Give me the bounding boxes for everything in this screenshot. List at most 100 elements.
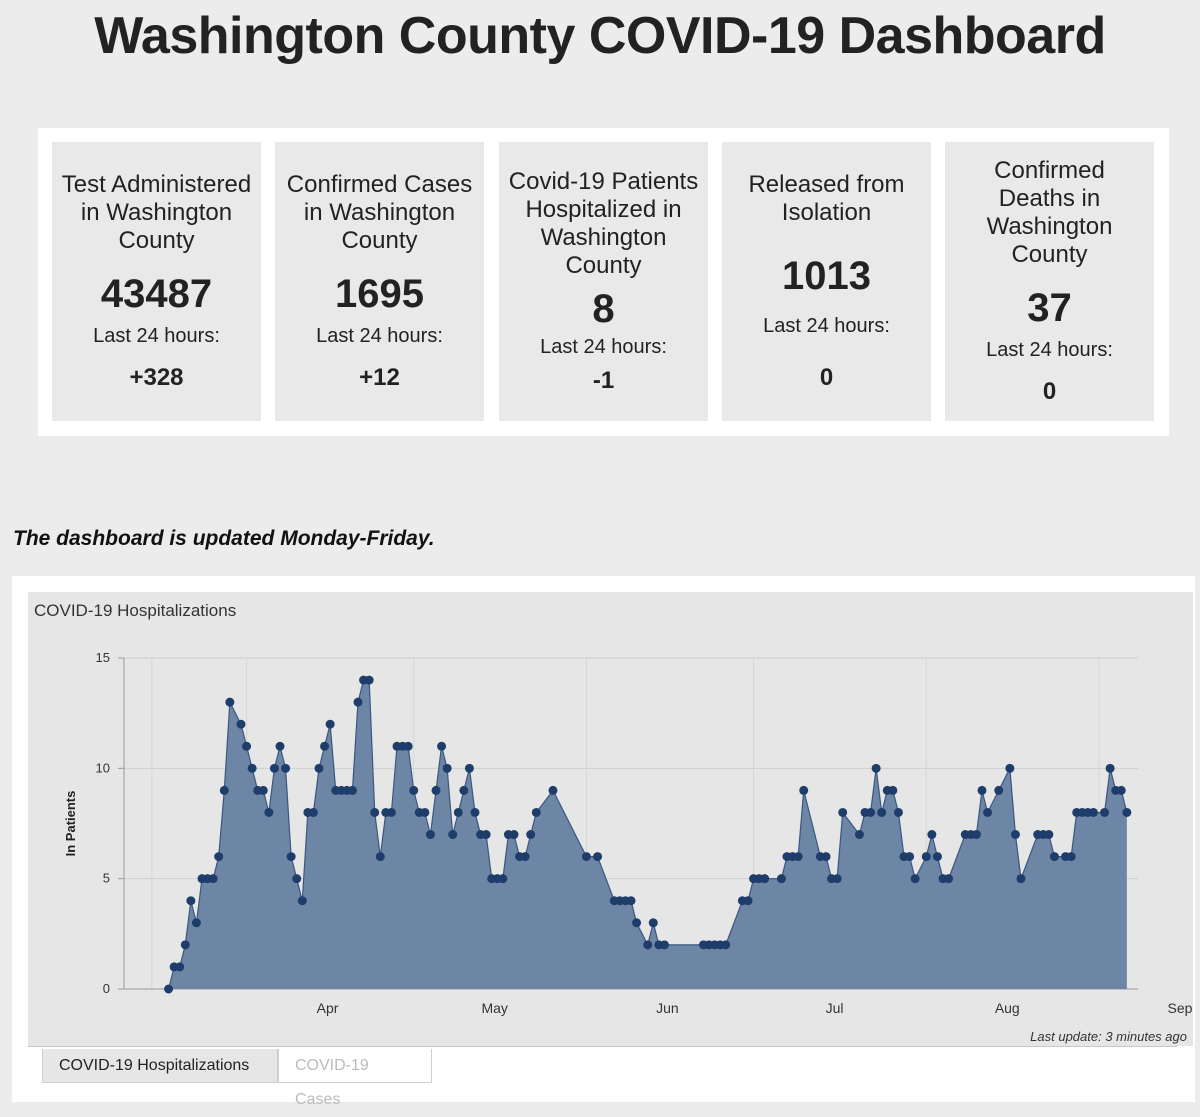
data-point <box>236 719 246 729</box>
x-tick-label: Apr <box>317 1000 339 1016</box>
tab-hospitalizations[interactable]: COVID-19 Hospitalizations <box>42 1049 278 1083</box>
page-title: Washington County COVID-19 Dashboard <box>94 7 1106 65</box>
stat-card-hospitalized: Covid-19 Patients Hospitalized in Washin… <box>499 142 708 421</box>
data-point <box>1016 874 1026 884</box>
stat-last24-label: Last 24 hours: <box>986 339 1113 361</box>
data-point <box>347 785 357 795</box>
data-point <box>297 896 307 906</box>
stat-card-cases: Confirmed Cases in Washington County 169… <box>275 142 484 421</box>
stat-last24-label: Last 24 hours: <box>93 325 220 347</box>
data-point <box>593 852 603 862</box>
data-point <box>175 962 185 972</box>
data-point <box>375 852 385 862</box>
data-point <box>721 940 731 950</box>
x-tick-label: Jun <box>656 1000 679 1016</box>
data-point <box>459 785 469 795</box>
x-tick-label: Sep <box>1168 1000 1193 1016</box>
data-point <box>871 763 881 773</box>
data-point <box>776 874 786 884</box>
x-tick-label: Jul <box>826 1000 844 1016</box>
data-point <box>1100 807 1110 817</box>
data-point <box>320 741 330 751</box>
stat-value: 1695 <box>335 272 424 316</box>
data-point <box>453 807 463 817</box>
data-point <box>910 874 920 884</box>
stat-card-tests: Test Administered in Washington County 4… <box>52 142 261 421</box>
data-point <box>208 874 218 884</box>
stat-label: Test Administered in Washington County <box>61 171 252 254</box>
y-tick-label: 10 <box>96 760 110 775</box>
data-point <box>481 830 491 840</box>
data-point <box>1105 763 1115 773</box>
data-point <box>509 830 519 840</box>
stat-last24-label: Last 24 hours: <box>540 336 667 358</box>
data-point <box>581 852 591 862</box>
data-point <box>648 918 658 928</box>
data-point <box>877 807 887 817</box>
data-point <box>214 852 224 862</box>
data-point <box>838 807 848 817</box>
data-point <box>314 763 324 773</box>
stat-card-deaths: Confirmed Deaths in Washington County 37… <box>945 142 1154 421</box>
stat-value: 37 <box>1027 286 1072 330</box>
chart-title: COVID-19 Hospitalizations <box>34 601 237 620</box>
data-point <box>531 807 541 817</box>
data-point <box>264 807 274 817</box>
data-point <box>1010 830 1020 840</box>
data-point <box>866 807 876 817</box>
data-point <box>431 785 441 795</box>
tab-cases[interactable]: COVID-19 Cases <box>278 1049 432 1108</box>
data-point <box>308 807 318 817</box>
data-point <box>821 852 831 862</box>
data-point <box>275 741 285 751</box>
data-point <box>448 830 458 840</box>
data-point <box>386 807 396 817</box>
data-point <box>364 675 374 685</box>
stat-label: Confirmed Deaths in Washington County <box>986 157 1113 268</box>
data-point <box>1122 807 1132 817</box>
data-point <box>180 940 190 950</box>
data-point <box>1088 807 1098 817</box>
stat-last24-value: +328 <box>129 364 184 391</box>
data-point <box>1116 785 1126 795</box>
data-point <box>905 852 915 862</box>
data-point <box>994 785 1004 795</box>
stat-last24-label: Last 24 hours: <box>763 315 890 337</box>
y-tick-label: 0 <box>103 981 110 996</box>
series-area <box>168 680 1127 989</box>
chart-tab-bar: COVID-19 Hospitalizations COVID-19 Cases <box>28 1046 1177 1108</box>
data-point <box>420 807 430 817</box>
data-point <box>370 807 380 817</box>
data-point <box>464 763 474 773</box>
data-point <box>164 984 174 994</box>
data-point <box>1005 763 1015 773</box>
data-point <box>498 874 508 884</box>
x-tick-label: Aug <box>995 1000 1020 1016</box>
stat-value: 1013 <box>782 254 871 298</box>
data-point <box>292 874 302 884</box>
data-point <box>269 763 279 773</box>
data-point <box>247 763 257 773</box>
data-point <box>437 741 447 751</box>
data-point <box>281 763 291 773</box>
data-point <box>983 807 993 817</box>
chart-canvas: 0 5 10 15 Apr May Jun Jul Aug Sep In Patients <box>63 650 1193 1016</box>
data-point <box>743 896 753 906</box>
data-point <box>219 785 229 795</box>
data-point <box>1044 830 1054 840</box>
data-point <box>832 874 842 884</box>
data-point <box>760 874 770 884</box>
data-point <box>526 830 536 840</box>
data-point <box>632 918 642 928</box>
data-point <box>921 852 931 862</box>
y-tick-label: 5 <box>103 871 110 886</box>
data-point <box>425 830 435 840</box>
data-point <box>470 807 480 817</box>
data-point <box>854 830 864 840</box>
data-point <box>548 785 558 795</box>
data-point <box>353 697 363 707</box>
data-point <box>971 830 981 840</box>
data-point <box>932 852 942 862</box>
stat-label: Released from Isolation <box>748 171 905 226</box>
stat-card-released: Released from Isolation 1013 Last 24 hou… <box>722 142 931 421</box>
